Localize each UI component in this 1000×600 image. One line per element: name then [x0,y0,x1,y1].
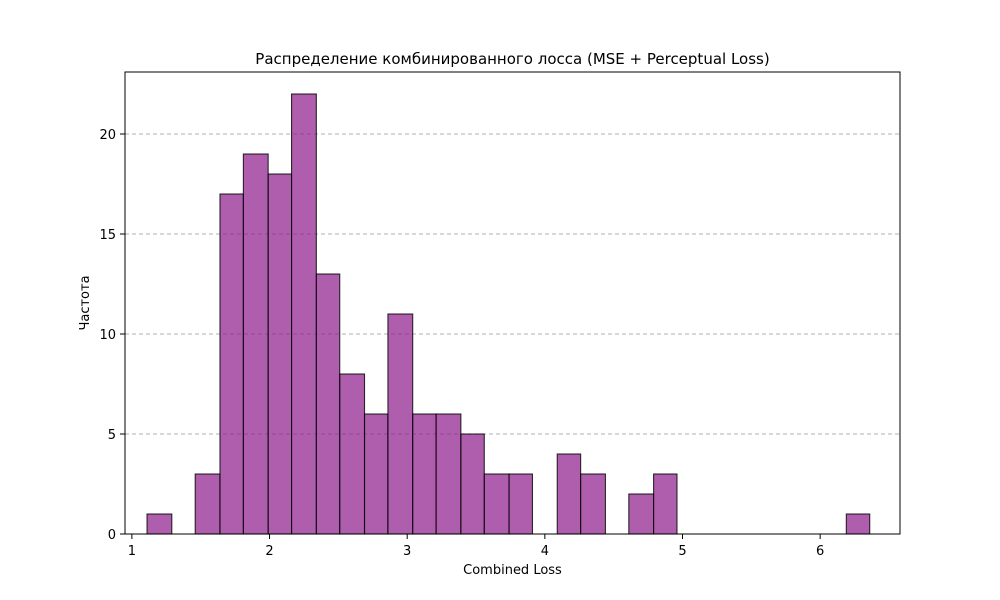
x-axis-ticks: 1 2 3 4 5 6 [128,534,824,559]
x-tick-label: 5 [678,544,686,559]
histogram-bar [460,433,485,535]
histogram-bar [483,473,510,535]
histogram-bar [628,493,655,535]
chart-title: Распределение комбинированного лосса (MS… [255,50,769,68]
histogram-bar [194,473,221,535]
x-axis-label: Combined Loss [463,563,562,578]
histogram-bar [653,473,678,535]
histogram-bar [412,413,437,535]
histogram-bar [315,273,341,535]
histogram-bar [508,473,534,535]
histogram-bar [339,373,366,535]
histogram-bar [556,453,582,535]
histogram-bars [146,93,871,535]
histogram-bar [291,93,317,535]
histogram-bar [580,473,606,535]
x-tick-label: 6 [816,544,824,559]
y-tick-label: 15 [99,228,116,243]
histogram-bar [387,313,414,535]
histogram-bar [435,413,462,535]
x-tick-label: 1 [128,544,136,559]
histogram-bar [845,513,871,535]
histogram-bar [146,513,173,535]
histogram-bar [242,153,269,535]
y-axis-label: Частота [78,275,93,330]
x-tick-label: 4 [541,544,549,559]
x-tick-label: 3 [403,544,411,559]
histogram-bar [219,193,244,535]
plot-frame [124,71,901,535]
y-tick-label: 0 [108,528,116,543]
y-tick-label: 5 [108,428,116,443]
y-tick-label: 20 [99,128,116,143]
y-axis-ticks: 0 5 10 15 20 [99,128,125,543]
histogram-bar [363,413,389,535]
y-tick-label: 10 [99,328,116,343]
histogram-bar [267,173,293,535]
x-tick-label: 2 [265,544,273,559]
